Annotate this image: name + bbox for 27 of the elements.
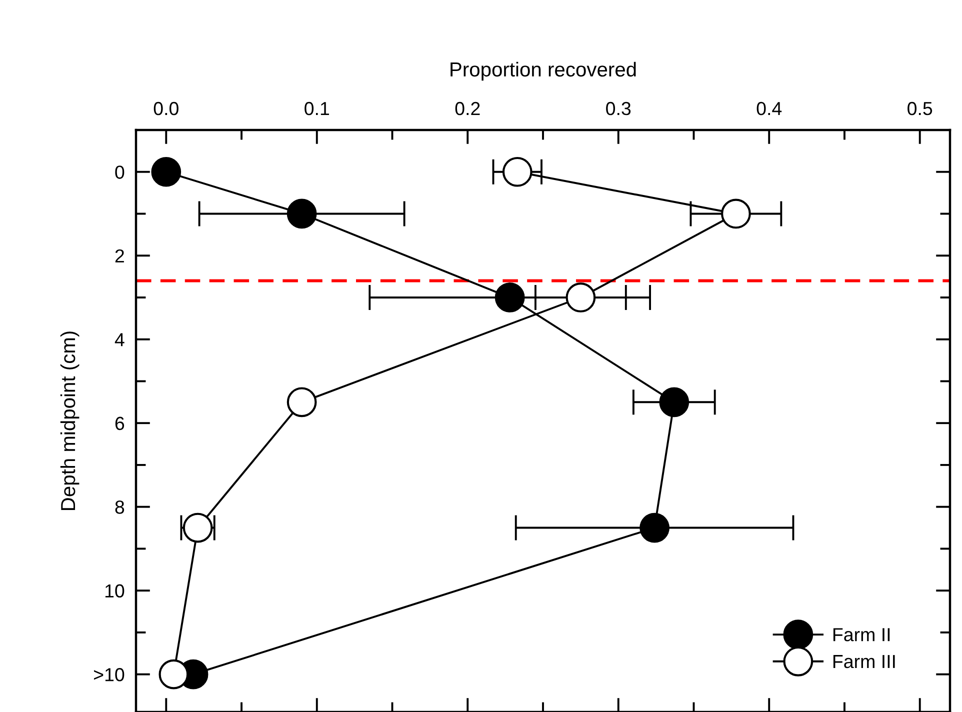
y-tick-label: 0 bbox=[115, 166, 124, 179]
point bbox=[640, 512, 670, 543]
x-axis-title: Proportion recovered bbox=[450, 62, 636, 81]
x-tick-label: 0.0 bbox=[154, 102, 178, 116]
point bbox=[494, 282, 525, 312]
y-tick-label: 6 bbox=[115, 416, 124, 430]
x-tick-label: 0.3 bbox=[606, 102, 631, 116]
y-tick-label: 8 bbox=[115, 500, 124, 514]
point bbox=[151, 156, 182, 187]
y-tick-label: 4 bbox=[114, 333, 124, 346]
point bbox=[286, 387, 317, 418]
x-tick-label: 0.4 bbox=[756, 102, 782, 116]
x-tick-label: 0.5 bbox=[908, 102, 932, 116]
x-tick-label: 0.2 bbox=[455, 102, 480, 116]
point bbox=[566, 282, 596, 312]
legend-label: Farm III bbox=[833, 655, 895, 668]
x-tick-label: 0.1 bbox=[304, 102, 330, 116]
y-axis-title: Depth midpoint (cm) bbox=[60, 332, 80, 510]
point bbox=[286, 198, 317, 229]
point bbox=[721, 198, 751, 229]
point bbox=[158, 659, 189, 690]
y-tick-label: >10 bbox=[94, 668, 124, 682]
legend-label: Farm II bbox=[833, 628, 890, 642]
point bbox=[502, 156, 532, 187]
y-tick-label: 2 bbox=[115, 249, 124, 262]
y-tick-label: 10 bbox=[105, 584, 124, 598]
point bbox=[659, 387, 690, 418]
